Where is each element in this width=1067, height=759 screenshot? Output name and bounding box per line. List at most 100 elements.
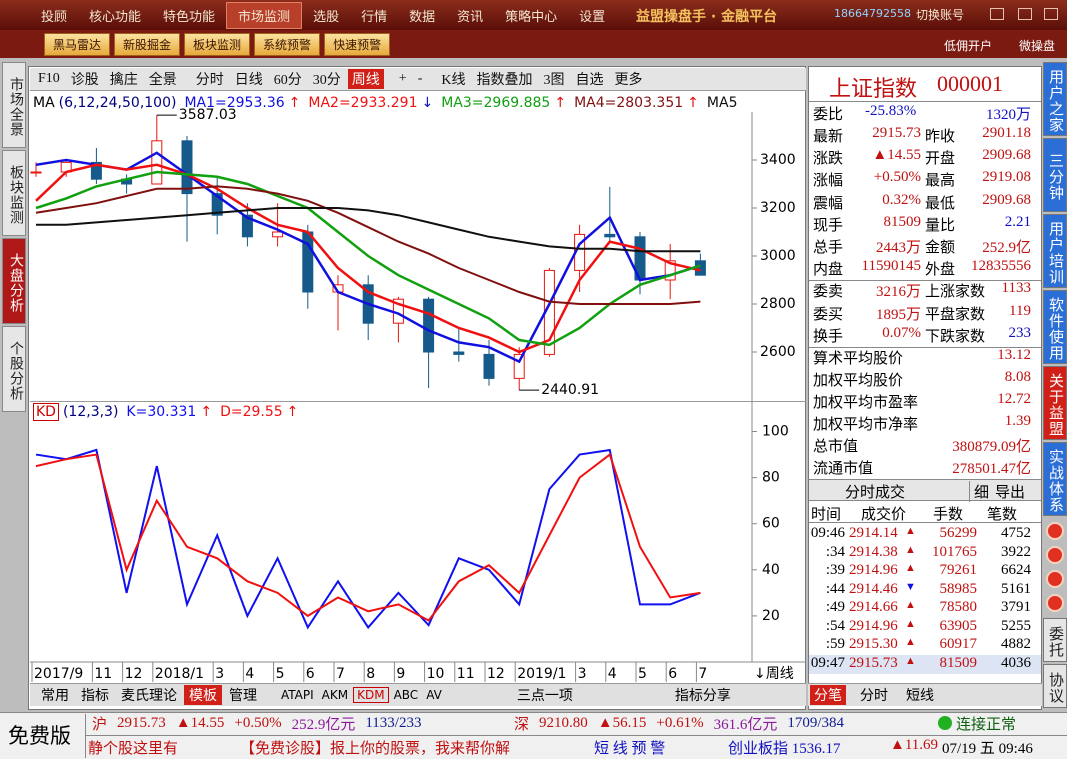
menu-item[interactable]: 选股 xyxy=(313,9,340,25)
trade-volume: 60917 xyxy=(939,636,978,652)
trade-volume: 101765 xyxy=(932,543,977,560)
window-button[interactable] xyxy=(1018,8,1032,20)
side-tab[interactable]: 软件使用 xyxy=(1043,290,1067,364)
bottom-tab[interactable]: 模板 xyxy=(184,685,222,705)
chart-tool[interactable]: 60分 xyxy=(273,73,302,88)
chart-tool[interactable]: 30分 xyxy=(312,73,341,88)
trade-tab[interactable]: 短线 xyxy=(906,688,934,704)
bottom-tab[interactable]: 指标 xyxy=(81,688,109,704)
trade-tab[interactable]: 分笔 xyxy=(810,685,846,705)
chart-tool[interactable]: K线 xyxy=(441,73,466,88)
trade-count: 5161 xyxy=(1001,580,1031,597)
menu-item[interactable]: 数据 xyxy=(409,9,436,25)
chart-tool[interactable]: 周线 xyxy=(347,69,384,89)
indicator-tab[interactable]: AKM xyxy=(321,688,349,702)
account[interactable]: 切换账号 xyxy=(916,8,965,22)
toolbar-button[interactable]: 快速预警 xyxy=(324,32,391,56)
chart-tool[interactable]: 诊股 xyxy=(70,73,99,88)
indicator-name[interactable]: KD xyxy=(33,402,59,421)
quote-label: 现手 xyxy=(813,217,844,234)
indicator-tab[interactable]: ABC xyxy=(393,688,419,702)
chart-tool[interactable]: 日线 xyxy=(234,73,263,88)
trade-volume: 79261 xyxy=(939,562,978,578)
chart-tool[interactable]: 分时 xyxy=(195,73,224,88)
toolbar-button[interactable]: 板块监测 xyxy=(184,32,251,56)
side-tab[interactable]: 用户之家 xyxy=(1043,62,1067,136)
menu-item[interactable]: 市场监测 xyxy=(226,1,303,29)
trade-tab[interactable]: 分时 xyxy=(860,688,888,704)
chart-tool[interactable]: + xyxy=(398,71,407,86)
trade-price: 2914.96 xyxy=(849,562,898,578)
trades-detail[interactable]: 细 xyxy=(969,481,989,502)
side-icon[interactable] xyxy=(1046,522,1064,540)
toolbar-link[interactable]: 低佣开户 xyxy=(944,39,993,53)
quote-value: 2909.68 xyxy=(982,191,1031,208)
bottom-tab[interactable]: 麦氏理论 xyxy=(121,688,177,704)
chart-tool[interactable]: - xyxy=(417,71,423,86)
quote-value: 1895万 xyxy=(875,306,921,323)
side-icon[interactable] xyxy=(1046,570,1064,588)
menu-item[interactable]: 资讯 xyxy=(457,9,484,25)
side-tab[interactable]: 委托 xyxy=(1043,618,1067,662)
bottom-tab[interactable]: 常用 xyxy=(41,688,69,704)
menu-item[interactable]: 策略中心 xyxy=(505,9,558,25)
divider xyxy=(86,735,1067,736)
share-button[interactable]: 指标分享 xyxy=(674,688,731,704)
side-icon[interactable] xyxy=(1046,546,1064,564)
trades-header xyxy=(809,479,1041,501)
chart-tool[interactable]: F10 xyxy=(38,71,60,86)
chart-tool[interactable]: 更多 xyxy=(614,73,643,88)
trade-count: 6624 xyxy=(1001,562,1031,578)
legend-trend: ↑ xyxy=(200,403,213,420)
quote-label: 委比 xyxy=(813,107,844,123)
index-field: 沪 xyxy=(92,717,108,733)
indicator-tab[interactable]: KDM xyxy=(353,687,389,703)
indicator-tab[interactable]: 三点一项 xyxy=(516,688,573,704)
window-button[interactable] xyxy=(990,8,1004,20)
left-tab[interactable]: 个股分析 xyxy=(2,326,26,412)
menu-item[interactable]: 投顾 xyxy=(41,9,68,25)
indicator-tab[interactable]: AV xyxy=(426,688,442,702)
quote-label: 外盘 xyxy=(925,262,956,279)
trade-arrow: ▲ xyxy=(905,562,916,574)
indicator-name[interactable]: MA xyxy=(33,94,55,111)
chart-tool[interactable]: 全景 xyxy=(148,73,177,88)
side-tab[interactable]: 关于益盟 xyxy=(1043,366,1067,440)
trades-export[interactable]: 导出 xyxy=(995,485,1026,501)
chart-tool[interactable]: 擒庄 xyxy=(109,73,138,88)
trade-arrow: ▲ xyxy=(905,525,916,537)
menu-item[interactable]: 设置 xyxy=(579,9,606,25)
toolbar-link[interactable]: 微操盘 xyxy=(1019,39,1056,53)
toolbar-button[interactable]: 黑马雷达 xyxy=(44,32,111,56)
toolbar-button[interactable]: 系统预警 xyxy=(254,32,321,56)
indicator-tab[interactable]: ATAPI xyxy=(281,688,314,702)
quote-value: 2909.68 xyxy=(982,147,1031,164)
index-field: 9210.80 xyxy=(539,715,588,731)
left-tab[interactable]: 市场全景 xyxy=(2,62,26,148)
legend-entry: MA2=2933.291 xyxy=(308,94,418,111)
menu-item[interactable]: 核心功能 xyxy=(89,9,142,25)
chart-tool[interactable]: 3图 xyxy=(543,73,565,88)
toolbar-button[interactable]: 新股掘金 xyxy=(114,32,181,56)
indicator-header: MA (6,12,24,50,100) MA1=2953.36 ↑ MA2=2933.2… xyxy=(30,93,750,112)
menu-item[interactable]: 特色功能 xyxy=(163,9,216,25)
bottom-tab[interactable]: 管理 xyxy=(229,688,257,704)
left-tab[interactable]: 板块监测 xyxy=(2,150,26,236)
quote-label: 换手 xyxy=(813,328,844,345)
side-tab[interactable]: 用户培训 xyxy=(1043,214,1067,288)
chart-tool[interactable]: 自选 xyxy=(575,73,604,88)
trades-title[interactable]: 分时成交 xyxy=(845,485,906,501)
side-icon[interactable] xyxy=(1046,594,1064,612)
window-button[interactable] xyxy=(1044,8,1058,20)
quote-label: 内盘 xyxy=(813,262,844,279)
side-tab[interactable]: 协议 xyxy=(1043,664,1067,708)
menu-item[interactable]: 行情 xyxy=(361,9,388,25)
trade-price: 2915.73 xyxy=(849,654,898,671)
chart-tool[interactable]: 指数叠加 xyxy=(476,73,533,88)
side-tab[interactable]: 三分钟 xyxy=(1043,138,1067,212)
stat-label: 流通市值 xyxy=(813,461,874,477)
left-tab[interactable]: 大盘分析 xyxy=(2,238,26,324)
side-tab[interactable]: 实战体系 xyxy=(1043,442,1067,516)
quote-label: 最高 xyxy=(925,173,956,190)
ticker-item: 创业板指 1536.17 xyxy=(728,741,841,757)
